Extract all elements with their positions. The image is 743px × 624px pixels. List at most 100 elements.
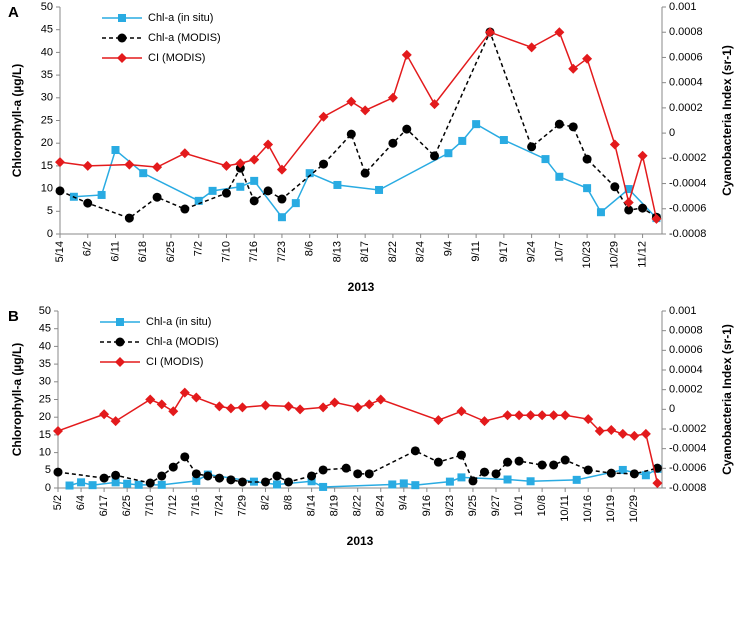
data-point xyxy=(610,182,620,192)
x-tick-label: 11/12 xyxy=(636,241,648,268)
data-point xyxy=(430,151,440,161)
data-point xyxy=(341,463,351,473)
y-tick-label: 5 xyxy=(47,205,53,217)
data-point xyxy=(319,159,329,169)
data-point xyxy=(444,149,453,158)
data-point xyxy=(485,27,495,38)
legend-marker xyxy=(115,337,125,347)
y2-tick-label: -0.0004 xyxy=(669,443,706,455)
data-point xyxy=(139,169,148,178)
y2-tick-label: 0 xyxy=(669,127,675,139)
data-point xyxy=(457,473,466,482)
x-tick-label: 6/11 xyxy=(109,241,121,262)
data-point xyxy=(606,424,617,435)
x-tick-label: 9/16 xyxy=(421,495,433,516)
data-point xyxy=(237,477,247,487)
data-point xyxy=(479,416,490,427)
data-point xyxy=(249,154,260,165)
data-point xyxy=(594,425,605,436)
x-tick-label: 10/23 xyxy=(581,241,593,269)
data-point xyxy=(194,196,203,205)
y-tick-label: 25 xyxy=(39,393,51,405)
data-point xyxy=(525,410,536,421)
legend-label: CI (MODIS) xyxy=(146,356,203,368)
data-point xyxy=(582,154,592,164)
x-tick-label: 8/24 xyxy=(415,241,427,262)
data-point xyxy=(214,401,225,412)
data-point xyxy=(637,150,648,161)
data-point xyxy=(514,456,524,466)
x-tick-label: 10/16 xyxy=(582,495,594,523)
y2-tick-label: -0.0002 xyxy=(669,423,706,435)
x-tick-label: 6/4 xyxy=(75,495,87,510)
data-point xyxy=(145,478,155,488)
x-tick-label: 6/2 xyxy=(82,241,94,256)
y2-tick-label: -0.0002 xyxy=(669,152,706,164)
data-point xyxy=(277,213,286,222)
data-point xyxy=(284,477,294,487)
data-point xyxy=(568,63,579,74)
data-point xyxy=(364,469,374,479)
data-point xyxy=(548,410,559,421)
y-axis-label: Chlorophyll-a (µg/L) xyxy=(10,64,24,178)
y2-tick-label: 0.001 xyxy=(669,305,697,317)
y-tick-label: 0 xyxy=(45,482,51,494)
data-point xyxy=(353,469,363,479)
x-tick-label: 7/16 xyxy=(248,241,260,262)
data-point xyxy=(583,465,593,475)
data-point xyxy=(456,450,466,460)
x-tick-label: 7/10 xyxy=(220,241,232,262)
data-point xyxy=(572,475,581,484)
y2-tick-label: -0.0006 xyxy=(669,462,706,474)
data-point xyxy=(235,158,246,169)
data-point xyxy=(560,455,570,465)
data-point xyxy=(583,414,594,425)
y-tick-label: 50 xyxy=(39,305,51,317)
data-point xyxy=(641,471,650,480)
y-tick-label: 35 xyxy=(41,69,53,81)
legend-marker xyxy=(117,33,127,43)
data-point xyxy=(77,478,86,487)
x-axis-label: 2013 xyxy=(348,280,375,294)
y2-tick-label: 0.0002 xyxy=(669,384,703,396)
x-tick-label: 8/8 xyxy=(282,495,294,510)
data-point xyxy=(221,160,232,171)
y-tick-label: 35 xyxy=(39,358,51,370)
data-point xyxy=(583,184,592,193)
data-point xyxy=(364,399,375,410)
y2-tick-label: 0.0004 xyxy=(669,77,703,89)
data-point xyxy=(225,403,236,414)
data-point xyxy=(479,467,489,477)
x-tick-label: 7/29 xyxy=(236,495,248,516)
data-point xyxy=(53,425,63,436)
data-point xyxy=(623,197,634,208)
x-tick-label: 8/6 xyxy=(304,241,316,256)
data-point xyxy=(346,96,357,107)
data-point xyxy=(236,182,245,191)
data-point xyxy=(624,185,633,194)
data-point xyxy=(83,198,93,208)
x-tick-label: 9/4 xyxy=(398,495,410,510)
x-tick-label: 8/24 xyxy=(375,495,387,516)
x-tick-label: 9/11 xyxy=(470,241,482,262)
x-tick-label: 9/17 xyxy=(498,241,510,262)
x-tick-label: 8/13 xyxy=(331,241,343,262)
data-point xyxy=(221,188,231,198)
data-point xyxy=(191,392,202,403)
x-tick-label: 7/2 xyxy=(193,241,205,256)
y2-tick-label: 0 xyxy=(669,403,675,415)
y-tick-label: 45 xyxy=(39,323,51,335)
x-tick-label: 7/24 xyxy=(213,495,225,516)
data-point xyxy=(156,399,167,410)
data-point xyxy=(226,475,236,485)
y-tick-label: 20 xyxy=(39,411,51,423)
data-point xyxy=(291,199,300,208)
data-point xyxy=(609,139,620,150)
x-tick-label: 10/1 xyxy=(513,495,525,516)
y2-tick-label: -0.0008 xyxy=(669,482,706,494)
data-point xyxy=(433,457,443,467)
data-point xyxy=(554,27,565,38)
data-point xyxy=(606,468,616,478)
y2-tick-label: 0.0006 xyxy=(669,51,703,63)
x-tick-label: 7/10 xyxy=(144,495,156,516)
